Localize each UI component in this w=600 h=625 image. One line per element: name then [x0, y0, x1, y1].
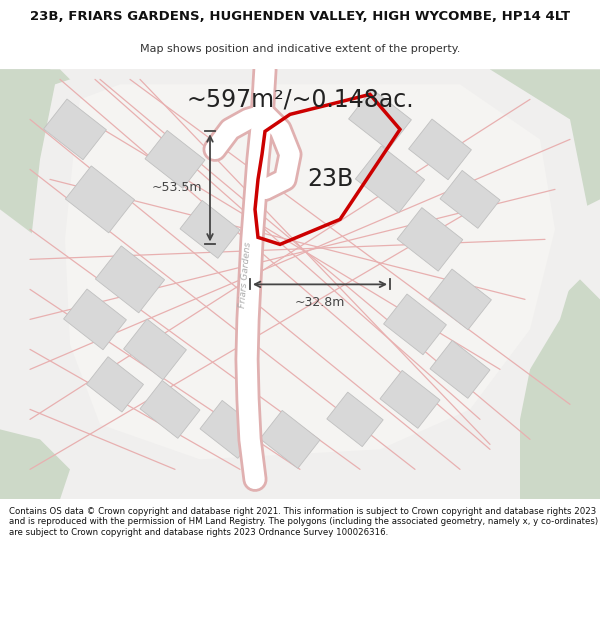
Polygon shape [30, 69, 590, 479]
Polygon shape [95, 246, 164, 313]
Polygon shape [0, 69, 80, 134]
Polygon shape [430, 341, 490, 398]
Polygon shape [0, 69, 110, 249]
Polygon shape [520, 279, 600, 499]
Text: 23B, FRIARS GARDENS, HUGHENDEN VALLEY, HIGH WYCOMBE, HP14 4LT: 23B, FRIARS GARDENS, HUGHENDEN VALLEY, H… [30, 10, 570, 23]
Polygon shape [490, 69, 600, 219]
Polygon shape [349, 89, 412, 150]
Text: Friars Gardens: Friars Gardens [238, 241, 253, 308]
Polygon shape [440, 171, 500, 228]
Text: Map shows position and indicative extent of the property.: Map shows position and indicative extent… [140, 44, 460, 54]
Polygon shape [355, 146, 425, 213]
Polygon shape [200, 401, 260, 458]
Polygon shape [65, 84, 555, 459]
Polygon shape [124, 319, 187, 380]
Polygon shape [380, 371, 440, 428]
Polygon shape [180, 201, 240, 258]
Polygon shape [409, 119, 472, 180]
Polygon shape [397, 208, 463, 271]
Polygon shape [383, 294, 446, 355]
Polygon shape [65, 166, 134, 233]
Polygon shape [140, 381, 200, 438]
Polygon shape [0, 429, 70, 499]
Polygon shape [145, 131, 205, 188]
Text: ~597m²/~0.148ac.: ~597m²/~0.148ac. [186, 88, 414, 111]
Polygon shape [260, 411, 320, 468]
Text: Contains OS data © Crown copyright and database right 2021. This information is : Contains OS data © Crown copyright and d… [9, 507, 598, 536]
Polygon shape [428, 269, 491, 330]
Text: ~32.8m: ~32.8m [295, 296, 345, 309]
Polygon shape [44, 99, 106, 160]
Text: 23B: 23B [307, 168, 353, 191]
Polygon shape [86, 357, 143, 412]
Polygon shape [327, 392, 383, 447]
Polygon shape [64, 289, 127, 350]
Text: ~53.5m: ~53.5m [151, 181, 202, 194]
